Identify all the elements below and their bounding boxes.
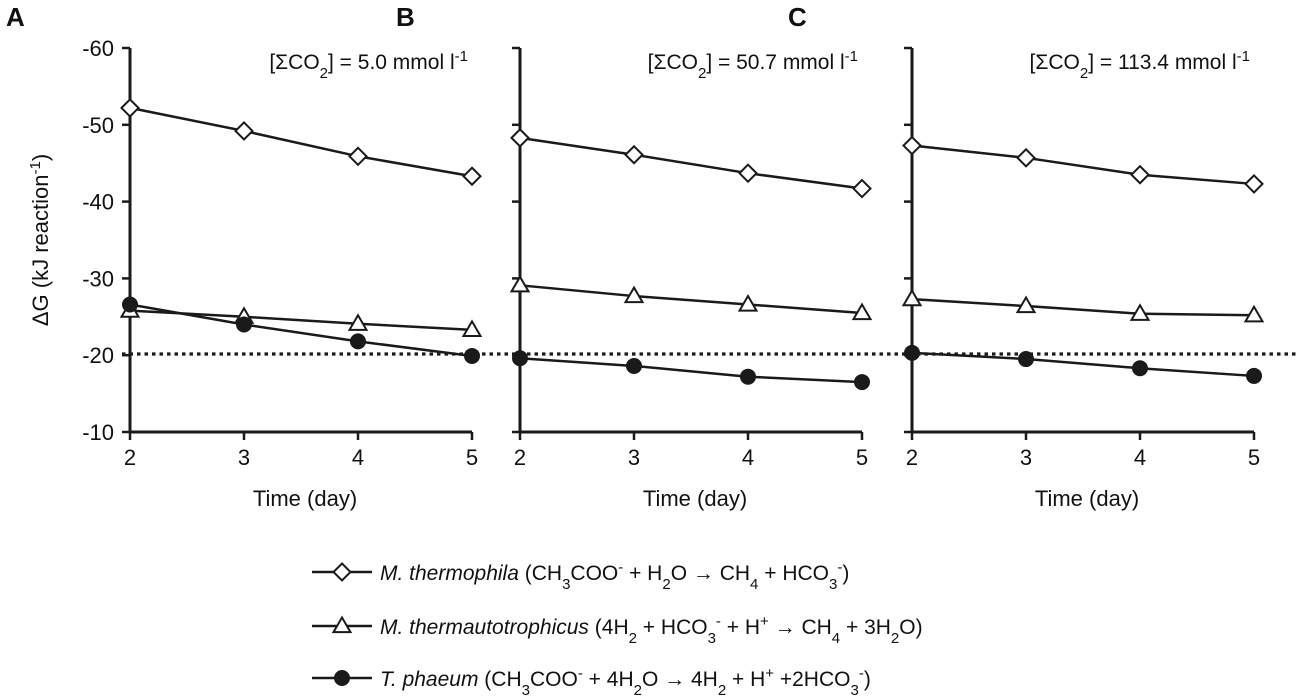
data-point <box>738 163 758 184</box>
y-tick-label: -30 <box>82 266 114 291</box>
y-tick-label: -10 <box>82 420 114 445</box>
series-circle-filled <box>904 344 1262 384</box>
series-diamond-open <box>902 135 1264 194</box>
x-tick-label: 5 <box>856 445 868 470</box>
series-line <box>911 144 1255 186</box>
data-point <box>851 302 873 321</box>
series-triangle-open <box>901 288 1265 323</box>
x-tick-label: 2 <box>906 445 918 470</box>
data-point <box>854 374 870 391</box>
data-point <box>1243 304 1265 323</box>
data-point <box>904 344 920 361</box>
data-point <box>509 274 531 293</box>
legend-label: M. thermautotrophicus (4H2 + HCO3- + H+ … <box>380 613 923 647</box>
data-point <box>1246 367 1262 384</box>
y-axis-title: ΔG (kJ reaction-1) <box>27 154 54 326</box>
data-point <box>461 319 483 337</box>
x-tick-label: 4 <box>742 445 754 470</box>
data-point <box>1132 360 1148 377</box>
data-point <box>120 97 140 118</box>
y-tick-label: -50 <box>82 113 114 138</box>
series-diamond-open <box>120 97 482 187</box>
data-point <box>350 333 366 350</box>
legend-label: M. thermophila (CH3COO- + H2O → CH4 + HC… <box>380 559 849 593</box>
data-point <box>510 127 530 148</box>
concentration-label: [ΣCO2] = 5.0 mmol l-1 <box>269 48 468 82</box>
concentration-label: [ΣCO2] = 113.4 mmol l-1 <box>1030 48 1250 82</box>
series-triangle-open <box>119 300 483 337</box>
y-tick-label: -60 <box>82 36 114 61</box>
data-point <box>462 166 482 187</box>
data-point <box>347 313 369 331</box>
y-tick-label: -20 <box>82 343 114 368</box>
data-point <box>512 350 528 367</box>
data-point <box>626 357 642 374</box>
legend-item: M. thermautotrophicus (4H2 + HCO3- + H+ … <box>312 613 923 647</box>
data-point <box>737 294 759 312</box>
x-tick-label: 3 <box>1020 445 1032 470</box>
data-point <box>1016 147 1036 168</box>
series-line <box>911 351 1255 378</box>
series-line <box>911 297 1255 317</box>
data-point <box>623 285 645 304</box>
x-axis-title: Time (day) <box>1035 486 1139 511</box>
x-tick-label: 4 <box>1134 445 1146 470</box>
data-point <box>901 288 923 307</box>
series-circle-filled <box>512 350 870 391</box>
x-tick-label: 5 <box>1248 445 1260 470</box>
data-point <box>234 121 254 141</box>
x-tick-label: 2 <box>124 445 136 470</box>
legend-marker <box>334 670 350 686</box>
series-line <box>129 106 473 178</box>
legend-marker <box>331 615 353 634</box>
series-line <box>129 303 473 358</box>
series-line <box>519 357 863 384</box>
data-point <box>1244 174 1264 194</box>
x-tick-label: 3 <box>628 445 640 470</box>
legend: M. thermophila (CH3COO- + H2O → CH4 + HC… <box>312 559 923 696</box>
data-point <box>1130 164 1150 185</box>
x-tick-label: 2 <box>514 445 526 470</box>
concentration-label: [ΣCO2] = 50.7 mmol l-1 <box>648 48 858 82</box>
panel-a: A -60 -50 -40 -30 -20 -10 2 3 4 5 Time (day) [ΣCO2] … <box>6 2 483 511</box>
x-axis-title: Time (day) <box>643 486 747 511</box>
series-circle-filled <box>122 296 480 364</box>
panel-c: C 2 3 4 5 Time (day) [ΣCO2] = 113.4 mmol l-1 <box>788 2 1265 511</box>
y-tick-label: -40 <box>82 190 114 215</box>
data-point <box>1018 351 1034 368</box>
data-point <box>122 296 138 313</box>
x-axis-title: Time (day) <box>253 486 357 511</box>
legend-marker <box>332 562 352 582</box>
x-tick-label: 3 <box>238 445 250 470</box>
x-tick-label: 4 <box>352 445 364 470</box>
data-point <box>236 316 252 333</box>
legend-item: M. thermophila (CH3COO- + H2O → CH4 + HC… <box>312 559 849 593</box>
series-triangle-open <box>509 274 873 321</box>
series-diamond-open <box>510 127 872 199</box>
panel-letter: B <box>396 2 415 32</box>
data-point <box>902 135 922 156</box>
data-point <box>1015 295 1037 314</box>
x-tick-label: 5 <box>466 445 478 470</box>
series-line <box>519 136 863 190</box>
data-point <box>624 144 644 165</box>
series-line <box>519 284 863 315</box>
data-point <box>852 178 872 199</box>
data-point <box>1129 303 1151 321</box>
data-point <box>740 368 756 385</box>
panel-letter: A <box>6 2 25 32</box>
legend-label: T. phaeum (CH3COO- + 4H2O → 4H2 + H+ +2H… <box>380 665 871 696</box>
panel-letter: C <box>788 2 807 32</box>
panel-b: B 2 3 4 5 Time (day) [ΣCO2] = 50.7 mmol l-1 <box>396 2 873 511</box>
legend-item: T. phaeum (CH3COO- + 4H2O → 4H2 + H+ +2H… <box>312 665 871 696</box>
data-point <box>348 146 368 167</box>
data-point <box>464 347 480 364</box>
